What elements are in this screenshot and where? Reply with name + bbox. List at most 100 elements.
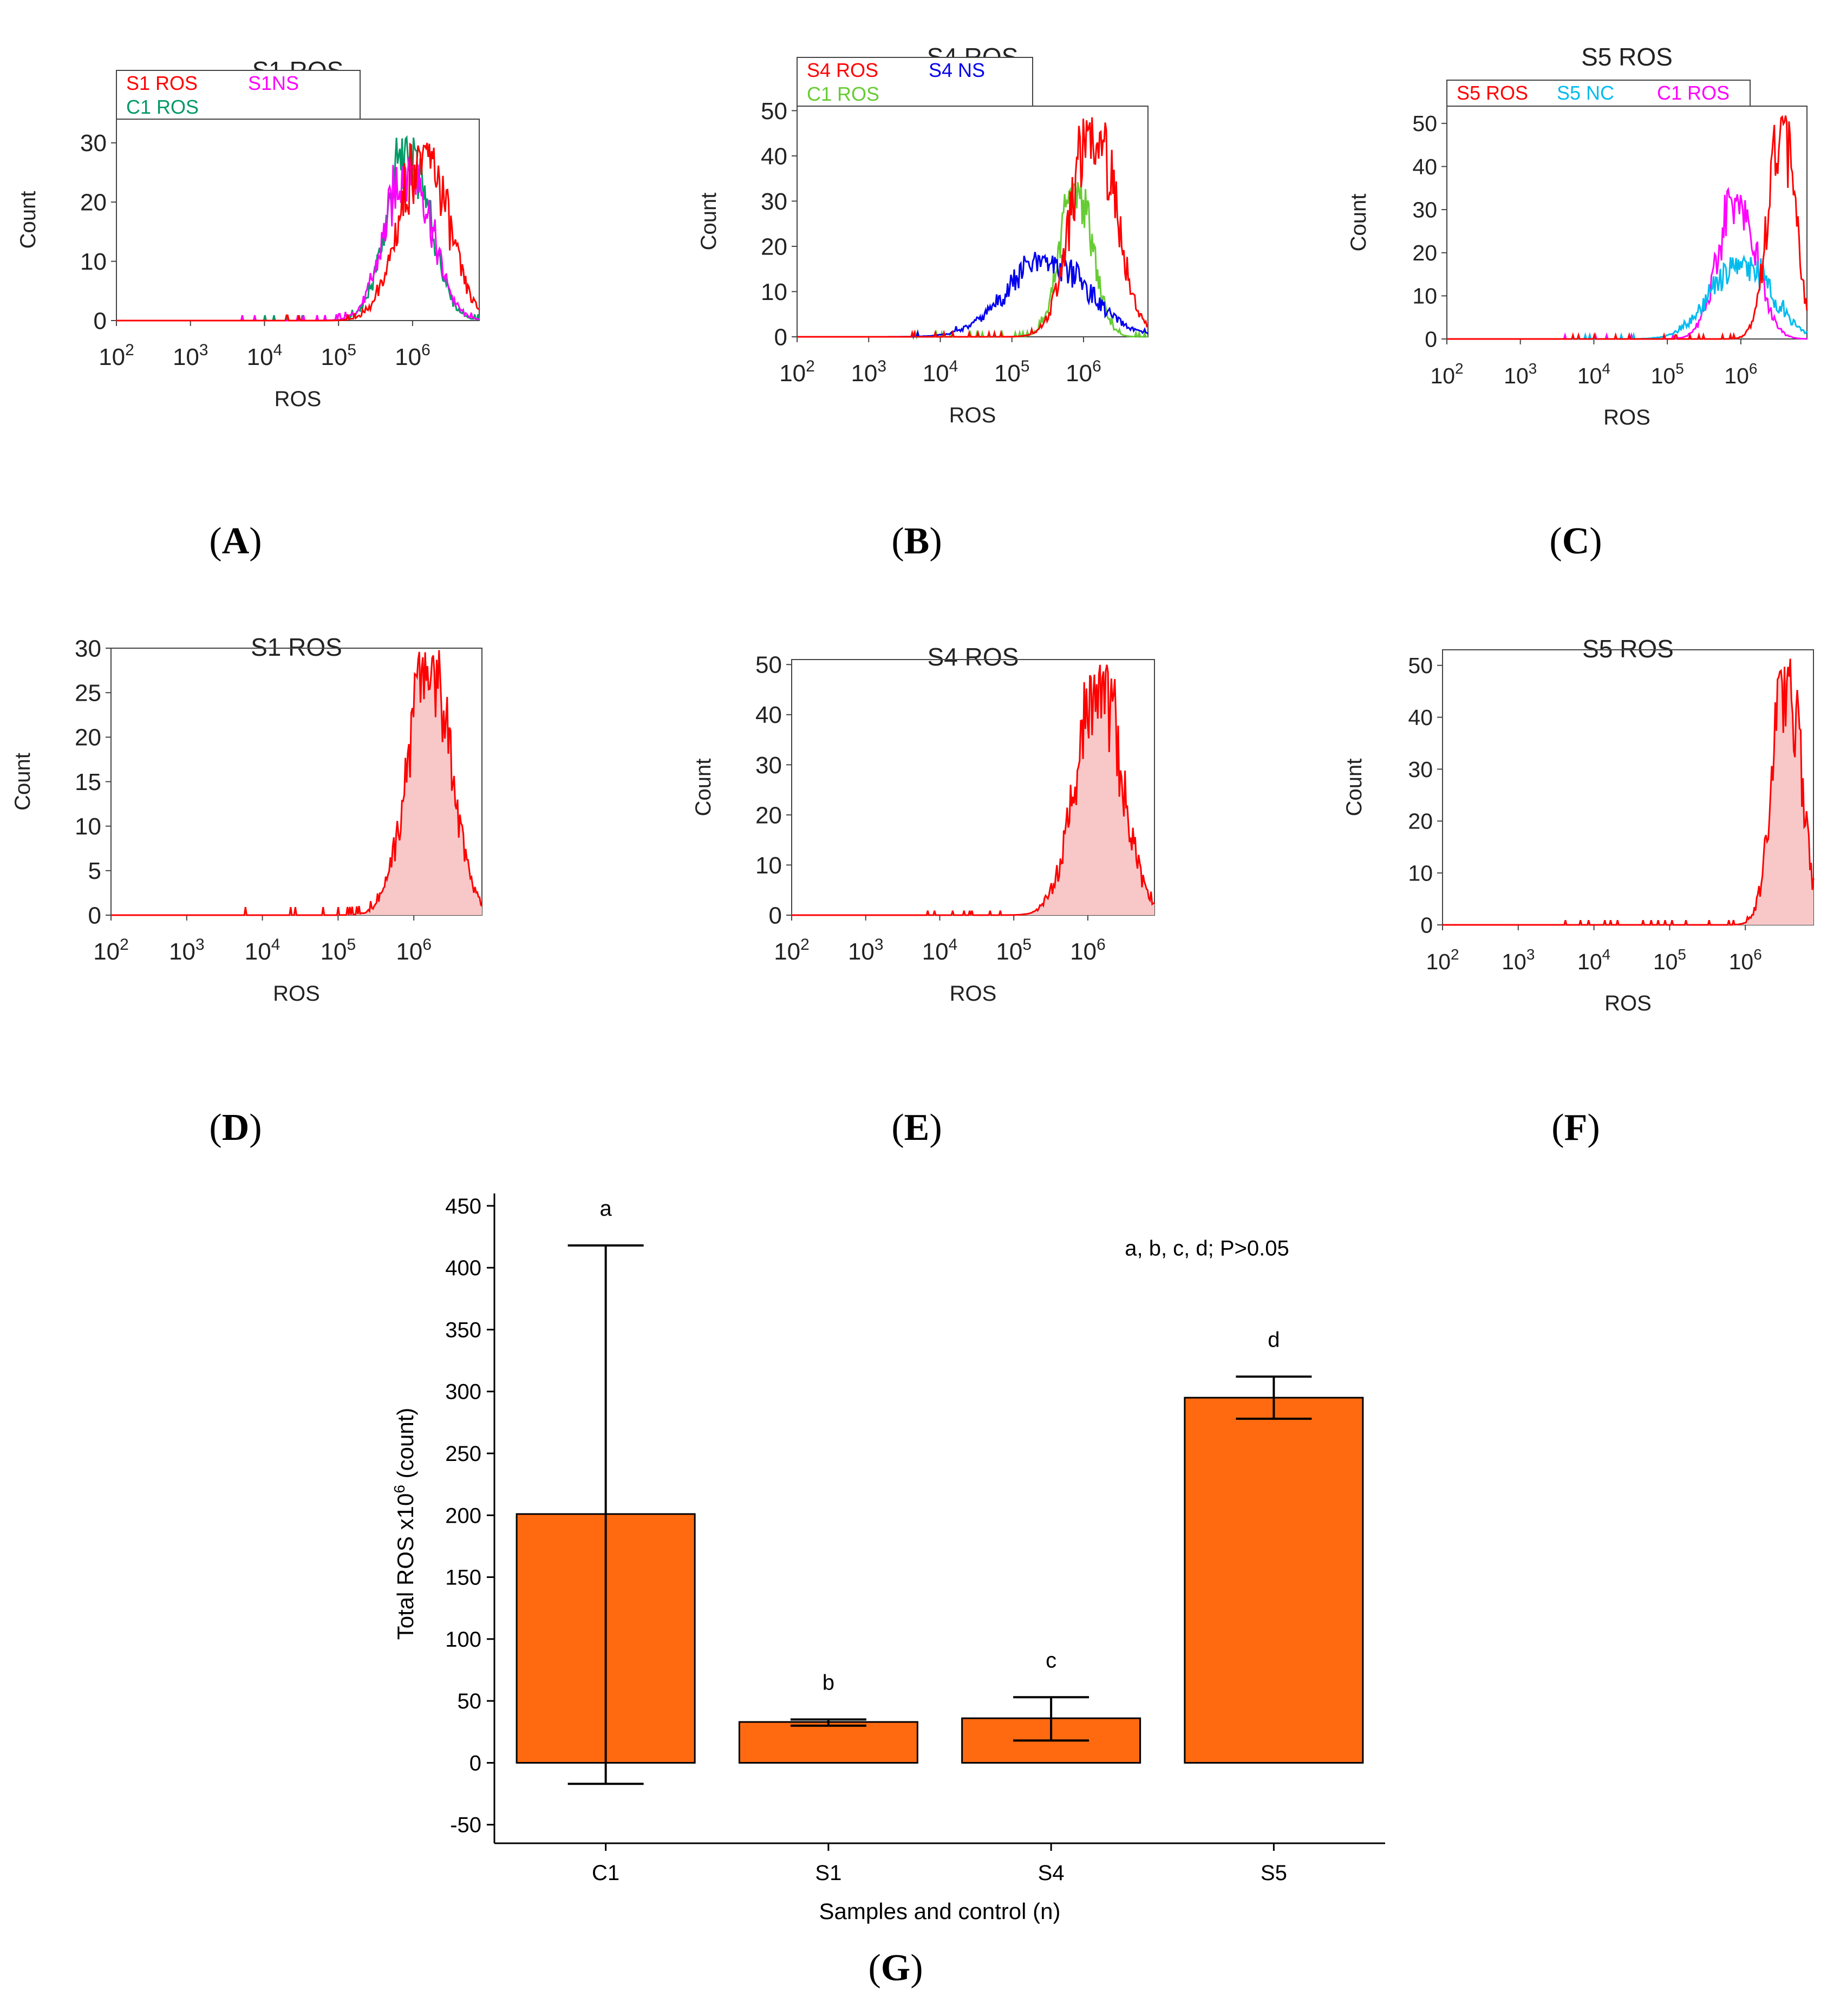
x-axis-label: ROS [1603,406,1650,429]
x-tick-label: 105 [321,936,356,965]
bar-S5 [1184,1397,1364,1764]
x-tick-label: 103 [169,936,205,965]
x-tick-label: 102 [93,936,129,965]
category-label: S1 [815,1861,841,1885]
legend-entry: S5 NC [1557,82,1614,104]
histogram-series-line [116,155,480,322]
x-axis-label: ROS [275,387,322,411]
x-tick-label: 106 [1724,360,1757,388]
histogram-series-line [116,135,480,322]
category-label: C1 [592,1861,619,1885]
y-axis-label: Count [16,191,40,249]
y-tick-label: 30 [1408,757,1433,782]
category-label: S4 [1038,1861,1065,1885]
y-tick-label: 30 [1412,197,1437,222]
y-tick-label: 50 [761,98,787,125]
legend-entry: S5 ROS [1457,82,1528,104]
x-tick-label: 102 [1426,946,1459,974]
y-axis-label: Count [697,193,721,251]
y-tick-label: 250 [445,1442,481,1466]
x-tick-label: 105 [321,341,356,370]
y-tick-label: 20 [80,190,107,216]
y-tick-label: 0 [469,1751,481,1775]
error-bar-C1 [567,1244,644,1785]
x-tick-label: 105 [996,936,1032,965]
error-bar-S4 [1013,1696,1089,1742]
histogram-series-line [797,182,1148,340]
y-tick-label: 10 [1408,861,1433,886]
y-tick-label: 10 [80,249,107,275]
error-bar-S1 [790,1718,866,1727]
y-tick-label: 30 [761,188,787,215]
chart-title: S5 ROS [1581,43,1673,71]
histogram-panel-E: S4 ROS 0 10 20 30 40 50 102 103 104 105 106 ROS Count [691,643,1155,1006]
x-tick-label: 103 [851,357,886,387]
legend-entry: S1NS [248,72,299,94]
category-label: S5 [1261,1861,1287,1885]
y-tick-label: 30 [75,635,101,662]
chart-title: S5 ROS [1582,635,1674,663]
significance-letter: a [600,1197,612,1221]
panel-label-F: (F) [1551,1107,1600,1149]
panel-label-D: (D) [209,1107,262,1149]
histogram-series-line [797,117,1149,340]
histogram-panel-F: S5 ROS 0 10 20 30 40 50 102 103 104 105 106 ROS Count [1342,635,1815,1015]
y-axis-label: Count [1347,194,1371,252]
y-tick-label: 0 [774,324,787,350]
y-tick-label: 50 [458,1689,482,1713]
histogram-panel-C: S5 ROS S5 ROS S5 NC C1 ROS 0 10 20 30 40 50 102 103… [1347,43,1808,429]
y-tick-label: 0 [769,902,782,929]
x-tick-label: 104 [1577,360,1610,388]
y-tick-label: 50 [1412,111,1437,136]
histogram-fill [111,650,482,915]
legend: S1 ROS S1NS C1 ROS [116,70,361,120]
error-bar-S5 [1236,1375,1312,1420]
histogram-series-line [792,664,1155,916]
y-tick-label: 20 [1408,809,1433,834]
x-tick-label: 105 [1653,946,1686,974]
y-tick-label: 10 [755,852,782,879]
x-axis-label: ROS [273,982,320,1006]
y-tick-label: 30 [80,130,107,156]
plot-frame [1442,649,1814,925]
panel-label-B: (B) [891,520,942,562]
significance-letter: c [1046,1648,1056,1672]
x-tick-label: 103 [1504,360,1537,388]
y-tick-label: 50 [1408,653,1433,678]
histogram-panel-D: S1 ROS 0 5 10 15 20 25 30 102 103 104 105 106 ROS Coun… [11,633,483,1006]
x-tick-label: 102 [1430,360,1463,388]
x-tick-label: 104 [923,357,958,387]
x-tick-label: 103 [1502,946,1535,974]
chart-title: S1 ROS [251,633,342,661]
x-tick-label: 106 [1066,357,1101,387]
histogram-series-line [1443,658,1815,926]
y-tick-label: 0 [1420,912,1433,937]
y-tick-label: 20 [1412,240,1437,265]
x-tick-label: 103 [848,936,884,965]
y-tick-label: 200 [445,1504,481,1528]
y-tick-label: 350 [445,1318,481,1342]
histogram-series-line [111,650,483,916]
y-tick-label: 5 [88,858,101,884]
y-tick-label: 40 [761,143,787,169]
y-tick-label: 30 [755,752,782,779]
y-tick-label: 0 [94,308,107,334]
y-tick-label: 15 [75,769,101,795]
x-axis-label: ROS [950,982,997,1006]
significance-letter: b [823,1671,834,1694]
y-tick-label: 20 [755,802,782,828]
y-tick-label: 400 [445,1256,481,1280]
x-tick-label: 106 [396,936,432,965]
x-tick-label: 104 [922,936,958,965]
x-axis-label: ROS [1604,991,1652,1015]
legend-entry: C1 ROS [1657,82,1730,104]
histogram-fill [1443,658,1813,925]
y-tick-label: 10 [761,279,787,305]
x-tick-label: 102 [99,341,134,370]
y-tick-label: 40 [755,702,782,728]
x-tick-label: 102 [779,357,815,387]
x-tick-label: 104 [247,341,283,370]
y-tick-label: 40 [1412,154,1437,179]
